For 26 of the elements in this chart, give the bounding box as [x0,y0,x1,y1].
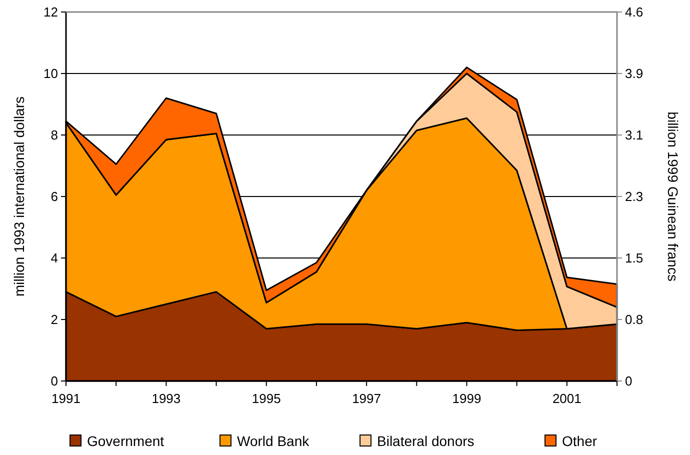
y-axis-title: million 1993 international dollars [11,96,27,297]
x-tick-label: 1995 [252,391,281,406]
y-tick-label: 2 [50,312,58,328]
legend-label: World Bank [237,432,310,449]
y-tick-label: 0 [50,374,58,389]
x-tick-label: 1993 [152,391,181,406]
y-tick-label: 12 [44,4,58,20]
y-tick-label: 4 [50,250,58,266]
y-tick-label: 10 [44,66,58,82]
legend-label: Other [562,432,598,449]
y2-tick-label: 1.5 [625,250,644,266]
x-tick-label: 1991 [52,391,80,406]
legend-label: Government [87,432,164,449]
y2-tick-label: 0.8 [625,312,644,328]
x-tick-label: 1999 [452,391,482,406]
y2-axis-title: billion 1999 Guinean francs [665,112,681,282]
x-tick-label: 1997 [352,391,382,406]
y2-tick-label: 2.3 [625,189,644,204]
y2-tick-label: 4.6 [625,4,644,20]
legend-label: Bilateral donors [377,432,474,449]
y2-tick-label: 3.9 [625,66,644,82]
y-tick-label: 8 [50,128,58,143]
y2-tick-label: 3.1 [625,128,644,143]
x-tick-label: 2001 [552,391,582,406]
y2-tick-label: 0 [625,374,632,389]
y-tick-label: 6 [50,189,58,204]
